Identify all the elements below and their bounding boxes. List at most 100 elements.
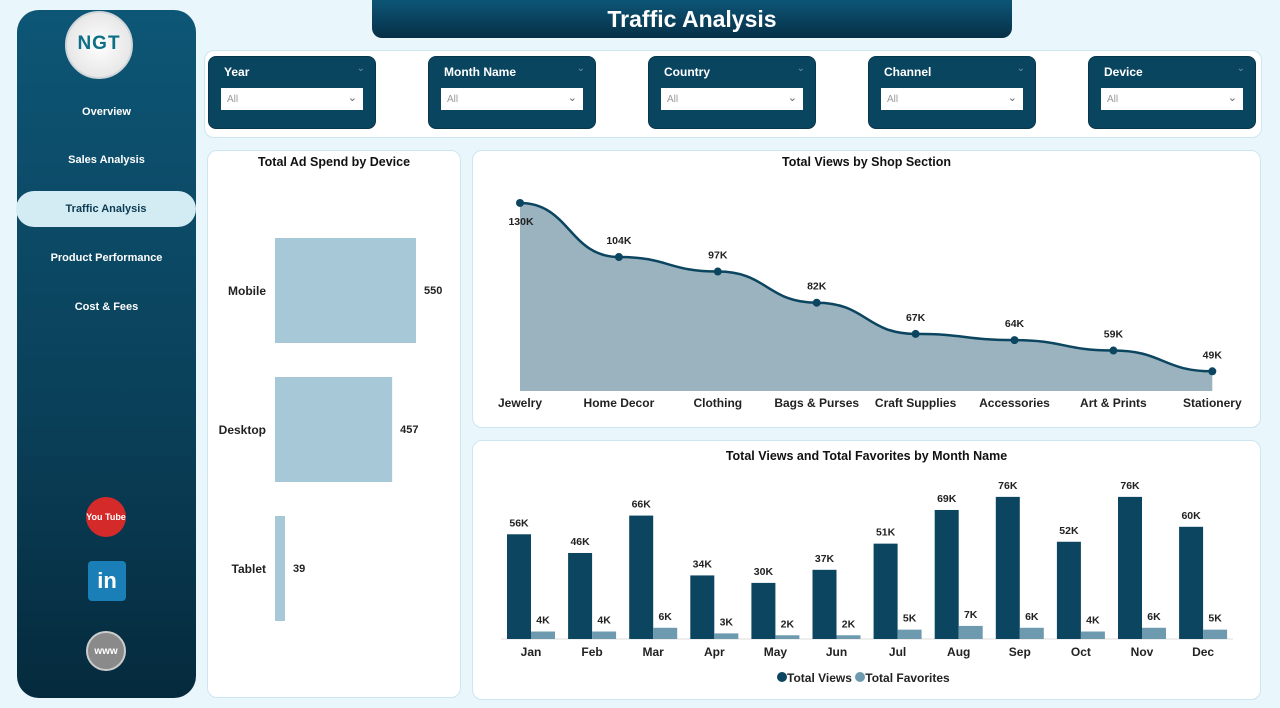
data-point — [614, 253, 623, 262]
category-label: Tablet — [232, 562, 266, 576]
bar — [275, 516, 285, 621]
category-label: Art & Prints — [1080, 396, 1147, 410]
data-label: 49K — [1203, 349, 1223, 361]
bar — [714, 633, 739, 639]
legend-total-favorites[interactable]: Total Favorites — [865, 671, 950, 685]
filter-value: All — [887, 94, 899, 105]
chevron-down-icon[interactable]: ⌄ — [1236, 63, 1245, 74]
data-label: 60K — [1181, 510, 1201, 522]
bar — [897, 629, 922, 639]
chevron-down-icon[interactable]: ⌄ — [1016, 63, 1025, 74]
filter-value: All — [447, 94, 459, 105]
data-label: 104K — [606, 235, 632, 247]
data-label: 82K — [807, 281, 827, 293]
bar — [1056, 541, 1081, 639]
bar — [751, 582, 776, 639]
nav-overview[interactable]: Overview — [82, 106, 131, 118]
category-label: Accessories — [979, 396, 1050, 410]
bar — [275, 238, 416, 343]
filter-label: Country — [664, 65, 710, 79]
category-label: Desktop — [219, 423, 266, 437]
legend-dot — [777, 672, 787, 682]
data-label: 6K — [1147, 611, 1161, 623]
data-label: 51K — [876, 527, 896, 539]
bar — [1142, 627, 1166, 639]
bar — [507, 534, 531, 639]
data-label: 52K — [1059, 525, 1079, 537]
bar — [812, 569, 837, 639]
page-title: Traffic Analysis — [372, 0, 1012, 38]
filter-label: Device — [1104, 65, 1143, 79]
category-label: Aug — [947, 645, 970, 659]
bar — [568, 552, 593, 639]
bar — [1080, 631, 1105, 639]
data-label: 6K — [658, 611, 672, 623]
data-point — [812, 298, 821, 307]
legend-dot — [855, 672, 866, 682]
filter-channel: Channel ⌄ All ⌄ — [868, 56, 1036, 129]
chevron-down-icon: ⌄ — [1007, 92, 1017, 104]
category-label: Clothing — [693, 396, 742, 410]
bar — [531, 631, 555, 639]
data-label: 34K — [693, 558, 713, 570]
bar — [873, 543, 898, 639]
category-label: Jul — [889, 645, 906, 659]
filter-value: All — [1107, 94, 1119, 105]
filter-dropdown[interactable]: All ⌄ — [221, 88, 363, 110]
data-label: 69K — [937, 493, 957, 505]
filter-value: All — [227, 94, 239, 105]
views-section-card: Total Views by Shop Section 130K Jewelry 1… — [472, 150, 1261, 428]
linkedin-icon[interactable]: in — [88, 561, 126, 601]
ad-spend-card: Total Ad Spend by Device Mobile 550 Deskto… — [207, 150, 461, 698]
data-label: 130K — [508, 216, 534, 228]
filter-device: Device ⌄ All ⌄ — [1088, 56, 1256, 129]
ad-spend-chart: Mobile 550 Desktop 457 Tablet 39 — [219, 238, 442, 621]
category-label: Dec — [1192, 645, 1214, 659]
data-label: 550 — [424, 285, 442, 297]
bar — [592, 631, 617, 639]
category-label: Nov — [1131, 645, 1154, 659]
data-label: 76K — [1120, 480, 1140, 492]
category-label: Bags & Purses — [774, 396, 859, 410]
chart-title: Total Ad Spend by Device — [257, 155, 411, 169]
bar — [275, 377, 393, 482]
filter-dropdown[interactable]: All ⌄ — [441, 88, 583, 110]
youtube-icon[interactable]: You Tube — [86, 497, 126, 537]
category-label: Jan — [521, 645, 542, 659]
legend-total-views[interactable]: Total Views — [787, 671, 852, 685]
nav-sales-analysis[interactable]: Sales Analysis — [68, 154, 145, 166]
nav-cost-fees[interactable]: Cost & Fees — [74, 301, 139, 313]
data-label: 5K — [1208, 613, 1222, 625]
nav-traffic-analysis[interactable]: Traffic Analysis — [16, 191, 196, 227]
data-label: 3K — [720, 616, 734, 628]
data-label: 4K — [597, 615, 611, 627]
bar — [1019, 627, 1044, 639]
filter-year: Year ⌄ All ⌄ — [208, 56, 376, 129]
filter-dropdown[interactable]: All ⌄ — [1101, 88, 1243, 110]
category-label: May — [764, 645, 788, 659]
category-label: Apr — [704, 645, 725, 659]
bar — [1118, 496, 1142, 639]
filter-dropdown[interactable]: All ⌄ — [881, 88, 1023, 110]
data-label: 56K — [509, 517, 529, 529]
bar — [1203, 629, 1228, 639]
views-month-card: Total Views and Total Favorites by Month… — [472, 440, 1261, 700]
bar — [629, 515, 654, 639]
data-label: 67K — [906, 312, 926, 324]
data-label: 4K — [1086, 615, 1100, 627]
data-label: 64K — [1005, 318, 1025, 330]
area — [520, 202, 1213, 391]
chevron-down-icon[interactable]: ⌄ — [796, 63, 805, 74]
data-label: 59K — [1104, 329, 1124, 341]
data-label: 5K — [903, 613, 917, 625]
chevron-down-icon[interactable]: ⌄ — [576, 63, 585, 74]
data-label: 6K — [1025, 611, 1039, 623]
category-label: Jun — [826, 645, 847, 659]
chevron-down-icon[interactable]: ⌄ — [356, 63, 365, 74]
globe-icon[interactable]: www — [86, 631, 126, 671]
bar — [934, 509, 959, 639]
data-label: 7K — [964, 609, 978, 621]
filter-dropdown[interactable]: All ⌄ — [661, 88, 803, 110]
data-label: 46K — [570, 536, 590, 548]
nav-product-performance[interactable]: Product Performance — [50, 252, 163, 264]
